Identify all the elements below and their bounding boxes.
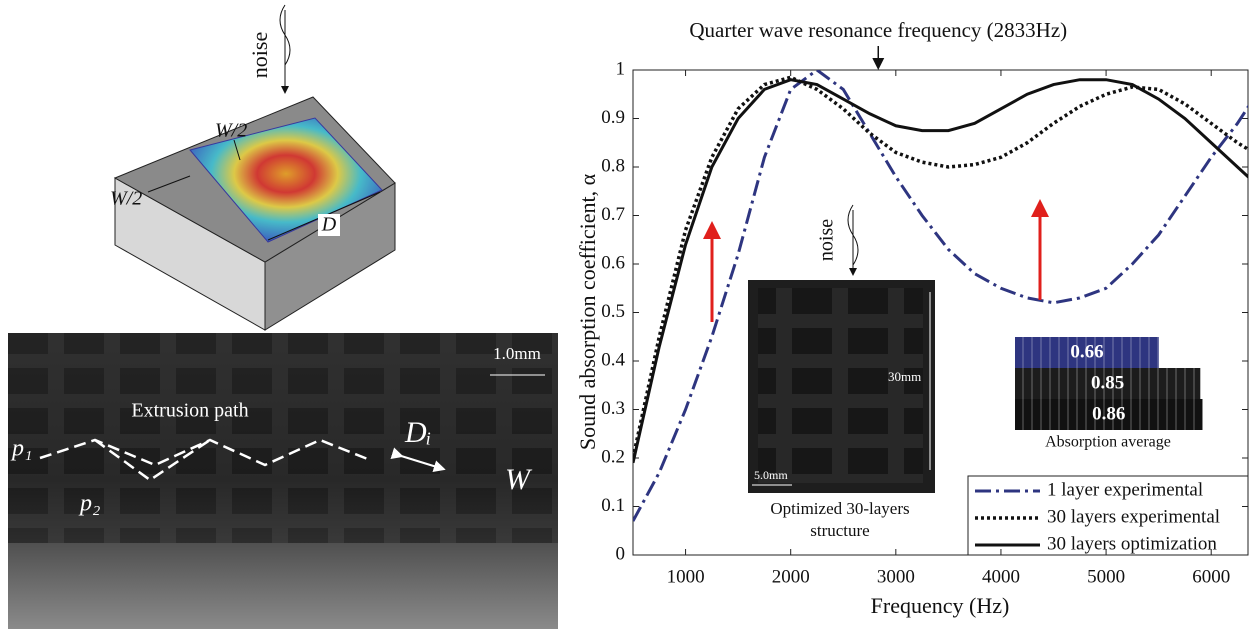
- x-tick-label: 6000: [1192, 566, 1230, 587]
- y-tick-label: 0: [616, 543, 626, 564]
- dim-label: Dᵢ: [404, 416, 431, 449]
- y-tick-label: 0.1: [601, 495, 625, 516]
- caption-line: Optimized 30-layers: [770, 499, 909, 518]
- x-axis-title: Frequency (Hz): [871, 593, 1010, 618]
- x-tick-label: 5000: [1087, 566, 1125, 587]
- y-tick-label: 0.5: [601, 301, 625, 322]
- legend-label: 30 layers experimental: [1047, 506, 1220, 527]
- x-tick-label: 2000: [772, 566, 810, 587]
- inset-title: Absorption average: [1045, 434, 1171, 451]
- inset-bar-label: 0.85: [1091, 372, 1124, 393]
- point-label: p₂: [78, 491, 100, 517]
- path-label: Extrusion path: [131, 400, 248, 422]
- dim-label: W/2: [110, 188, 142, 210]
- noise-label: noise: [247, 32, 272, 78]
- y-tick-label: 0.4: [601, 349, 625, 370]
- y-tick-label: 1: [616, 58, 626, 79]
- annotation: Quarter wave resonance frequency (2833Hz…: [689, 18, 1067, 42]
- figure: noise W/2 W/2 D 1.0mm Extrusion path p₁ …: [0, 0, 1250, 629]
- point-label: p₁: [10, 436, 32, 462]
- dim-label: W: [505, 463, 533, 496]
- dim-label: W/2: [215, 120, 247, 142]
- y-tick-label: 0.6: [601, 252, 625, 273]
- caption-line: structure: [810, 521, 869, 540]
- inset-label: 5.0mm: [754, 468, 788, 482]
- inset-photo-mesh: [758, 288, 923, 483]
- inset-label: 30mm: [888, 369, 921, 384]
- dim-label: D: [321, 214, 337, 236]
- legend-label: 1 layer experimental: [1047, 479, 1203, 500]
- y-tick-label: 0.7: [601, 204, 625, 225]
- inset-bar-label: 0.86: [1092, 403, 1125, 424]
- y-tick-label: 0.9: [601, 107, 625, 128]
- y-tick-label: 0.2: [601, 446, 625, 467]
- series-line: [633, 70, 1250, 521]
- legend-label: 30 layers optimization: [1047, 533, 1217, 554]
- inset-caption: Optimized 30-layers structure: [770, 499, 909, 540]
- scale-label: 1.0mm: [493, 344, 541, 363]
- x-tick-label: 3000: [877, 566, 915, 587]
- noise-label: noise: [816, 219, 838, 261]
- x-tick-label: 1000: [667, 566, 705, 587]
- y-tick-label: 0.3: [601, 398, 625, 419]
- y-tick-label: 0.8: [601, 155, 625, 176]
- inset-bar-label: 0.66: [1070, 341, 1103, 362]
- y-axis-title: Sound absorption coefficient, α: [575, 173, 600, 450]
- x-tick-label: 4000: [982, 566, 1020, 587]
